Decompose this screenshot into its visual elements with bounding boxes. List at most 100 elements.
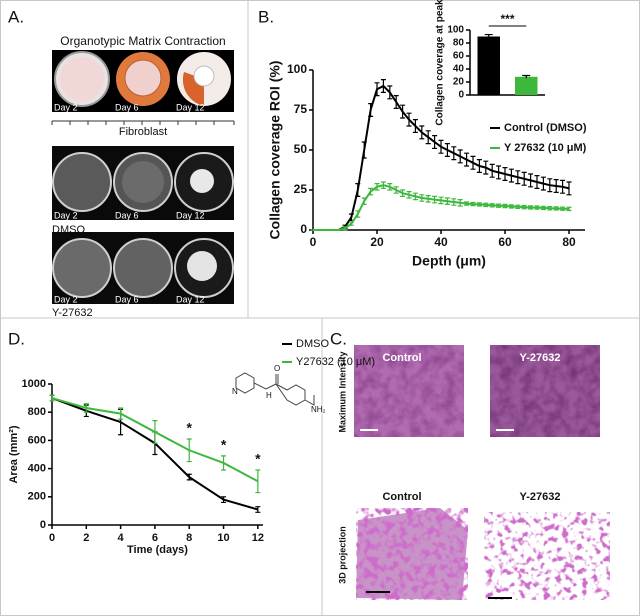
y-tick-label: 40 [453,64,465,75]
error-bar [444,197,450,205]
error-bar [419,194,425,202]
error-bar [528,205,534,210]
dish [113,238,173,298]
error-bar [553,179,559,193]
error-bar [355,210,361,218]
error-bar [451,146,457,161]
y-tick-label: 80 [453,38,465,49]
error-bar [152,420,158,444]
error-bar [255,469,261,494]
error-bar [387,85,393,100]
x-tick-label: 80 [562,235,576,249]
error-bar [502,167,508,181]
panel-label: A. [8,7,24,26]
panel-a: A. Organotypic Matrix Contraction Fibrob… [8,7,235,319]
dish [60,57,104,101]
row-label: Maximum Intensity [337,351,347,432]
error-bar [374,183,380,191]
error-bar [484,33,493,39]
dish [52,152,112,212]
error-bar [412,192,418,201]
error-bar [483,202,489,208]
error-bar [534,175,540,189]
x-tick-label: 20 [370,235,384,249]
legend-label: Y 27632 (10 μM) [504,142,587,154]
error-bar [502,203,508,209]
y-tick-label: 800 [28,406,46,418]
error-bar [451,198,457,206]
error-bar [566,181,572,196]
y-tick-label: 100 [447,25,464,36]
error-bar [393,95,399,109]
dish [193,65,215,87]
error-bar [515,170,521,185]
panel-label: C. [330,329,347,348]
significance-marker: * [255,451,261,467]
x-tick-label: 6 [152,532,158,544]
error-bar [186,473,192,481]
error-bar [432,135,438,149]
error-bar [496,203,502,208]
error-bar [547,206,553,211]
atom-label: N [232,387,238,396]
error-bar [118,407,124,420]
dish [190,169,214,193]
day-label: Day 6 [115,210,139,220]
error-bar [438,139,444,154]
error-bar [432,195,438,204]
error-bar [470,201,476,207]
y-axis-label: Collagen coverage ROI (%) [267,61,283,240]
day-label: Day 2 [54,210,78,220]
error-bar [380,181,386,189]
bar [477,36,500,95]
y-tick-label: 20 [453,77,465,88]
error-bar [515,204,521,209]
error-bar [522,74,531,79]
error-bar [540,176,546,191]
y-tick-label: 0 [300,222,307,236]
day-label: Day 12 [176,294,205,304]
error-bar [186,438,192,463]
error-bar [464,201,470,206]
day-label: Day 12 [176,210,205,220]
significance-marker: * [221,437,227,453]
error-bar [508,168,514,183]
error-bar [419,125,425,140]
y-tick-label: 100 [287,62,307,76]
error-bar [49,394,55,402]
error-bar [470,155,476,170]
y-tick-label: 0 [40,519,46,531]
error-bar [406,191,412,199]
error-bar [400,189,406,197]
error-bar [361,197,367,205]
significance-label: *** [500,12,514,26]
x-tick-label: 10 [217,532,229,544]
error-bar [425,130,431,145]
error-bar [560,206,566,211]
x-tick-label: 60 [498,235,512,249]
x-tick-label: 40 [434,235,448,249]
error-bar [380,79,386,93]
error-bar [355,183,361,197]
x-tick-label: 0 [310,235,317,249]
error-bar [457,149,463,164]
x-tick-label: 0 [49,532,55,544]
y-tick-label: 400 [28,463,46,475]
error-bar [400,104,406,119]
day-label: Day 12 [176,102,205,112]
error-bar [464,152,470,167]
panel-label: D. [8,329,25,348]
day-label: Day 2 [54,294,78,304]
error-bar [444,143,450,157]
x-tick-label: 12 [252,532,264,544]
significance-marker: * [187,420,193,436]
dish [124,59,162,97]
error-bar [540,205,546,211]
error-bar [521,204,527,210]
axis-label: Fibroblast [119,126,167,138]
dish [122,161,164,203]
error-bar [489,203,495,208]
legend-label: Y27632 (10 μM) [296,356,375,368]
error-bar [528,173,534,188]
